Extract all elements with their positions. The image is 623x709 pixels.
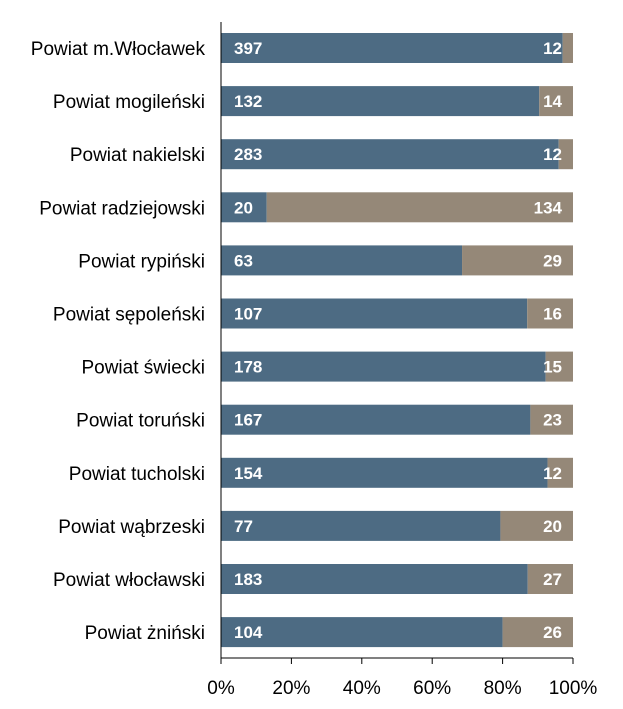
data-labels: 397 12 132 14 283 12 20 134 63 29 107 16 178 15 167 23 1… [234, 39, 563, 642]
x-tick-label: 80% [484, 678, 522, 699]
data-label-series-2: 29 [543, 251, 562, 270]
data-label-series-1: 77 [234, 517, 253, 536]
bar-segment-series-1 [221, 86, 540, 117]
bar-segment-series-2 [500, 510, 573, 541]
x-tick-label: 20% [272, 678, 310, 699]
category-label: Powiat m.Włocławek [31, 39, 206, 60]
data-label-series-2: 20 [543, 517, 562, 536]
category-label: Powiat mogileński [53, 92, 205, 113]
category-label: Powiat radziejowski [39, 198, 205, 219]
bar-segment-series-2 [545, 351, 573, 382]
data-label-series-2: 26 [543, 623, 562, 642]
data-label-series-2: 23 [543, 411, 562, 430]
bar-segment-series-1 [221, 192, 267, 223]
bar-segment-series-2 [502, 617, 573, 648]
bar-segment-series-1 [221, 457, 548, 488]
bar-segment-series-1 [221, 351, 546, 382]
bar-segment-series-2 [527, 564, 573, 594]
bar-segment-series-1 [221, 404, 531, 435]
category-labels: Powiat m.Włocławek Powiat mogileński Powia… [31, 39, 206, 644]
bar-segment-series-1 [221, 510, 501, 541]
bar-segment-series-2 [547, 457, 573, 488]
data-label-series-1: 167 [234, 411, 262, 430]
x-axis-ticks: 0% 20% 40% 60% 80% 100% [207, 658, 597, 699]
data-label-series-2: 16 [543, 305, 562, 324]
x-tick-label: 0% [207, 678, 235, 699]
x-tick-label: 100% [549, 678, 598, 699]
category-label: Powiat nakielski [70, 145, 205, 166]
data-label-series-2: 12 [543, 145, 562, 164]
category-label: Powiat świecki [81, 358, 205, 379]
x-tick-label: 40% [343, 678, 381, 699]
bar-segment-series-1 [221, 245, 463, 276]
bars [221, 33, 573, 648]
category-label: Powiat sępoleński [53, 305, 205, 326]
data-label-series-1: 283 [234, 145, 262, 164]
data-label-series-2: 14 [543, 92, 562, 111]
data-label-series-2: 15 [543, 358, 562, 377]
bar-segment-series-1 [221, 617, 503, 648]
category-label: Powiat wąbrzeski [58, 517, 205, 538]
data-label-series-1: 132 [234, 92, 262, 111]
bar-segment-series-2 [530, 404, 573, 435]
data-label-series-1: 107 [234, 305, 262, 324]
category-label: Powiat toruński [76, 411, 205, 432]
bar-segment-series-2 [562, 33, 573, 63]
bar-segment-series-2 [558, 139, 573, 170]
category-label: Powiat tucholski [69, 464, 205, 485]
bar-segment-series-2 [266, 192, 573, 223]
data-label-series-1: 397 [234, 39, 262, 58]
bar-segment-series-1 [221, 564, 528, 594]
bar-segment-series-2 [462, 245, 573, 276]
bar-segment-series-1 [221, 139, 559, 170]
category-label: Powiat włocławski [53, 570, 205, 591]
bar-segment-series-2 [539, 86, 573, 117]
category-label: Powiat żniński [85, 623, 205, 644]
bar-segment-series-1 [221, 33, 563, 63]
bar-segment-series-2 [527, 298, 573, 329]
data-label-series-1: 63 [234, 251, 253, 270]
data-label-series-1: 154 [234, 464, 263, 483]
x-tick-label: 60% [413, 678, 451, 699]
data-label-series-1: 178 [234, 358, 262, 377]
data-label-series-2: 12 [543, 464, 562, 483]
data-label-series-2: 134 [534, 198, 563, 217]
data-label-series-2: 12 [543, 39, 562, 58]
data-label-series-1: 104 [234, 623, 263, 642]
category-label: Powiat rypiński [78, 251, 205, 272]
data-label-series-1: 183 [234, 570, 262, 589]
data-label-series-2: 27 [543, 570, 562, 589]
bar-segment-series-1 [221, 298, 528, 329]
data-label-series-1: 20 [234, 198, 253, 217]
